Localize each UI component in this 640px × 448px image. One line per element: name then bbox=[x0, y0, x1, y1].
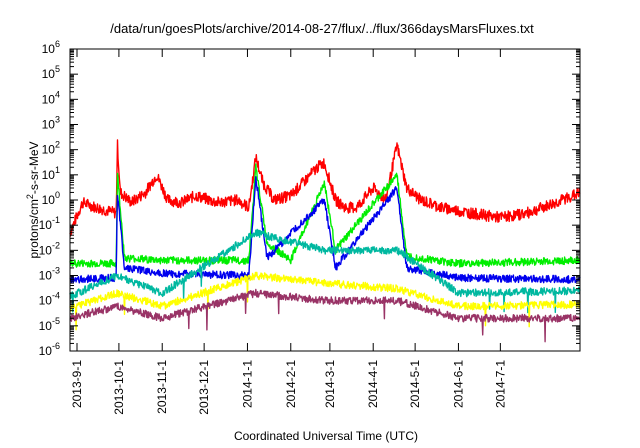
y-tick-label: 103 bbox=[42, 115, 60, 132]
x-tick-label: 2014-2-1 bbox=[284, 360, 298, 408]
x-axis: 2013-9-1 2013-10-1 2013-11-1 2013-12-1 2014-… bbox=[70, 49, 507, 415]
y-tick-label: 102 bbox=[42, 140, 60, 157]
x-axis-label: Coordinated Universal Time (UTC) bbox=[234, 429, 418, 443]
y-axis-label: protons/cm2-s-sr-MeV bbox=[25, 141, 41, 258]
x-tick-label: 2014-1-1 bbox=[240, 360, 254, 408]
y-tick-label: 10-3 bbox=[39, 266, 60, 283]
y-tick-label: 100 bbox=[42, 190, 60, 207]
flux-series-line bbox=[69, 288, 581, 343]
x-tick-label: 2013-11-1 bbox=[155, 360, 169, 414]
y-tick-label: 10-5 bbox=[39, 316, 60, 333]
x-tick-label: 2014-5-1 bbox=[408, 360, 422, 408]
flux-series-line bbox=[69, 139, 581, 237]
flux-series-line bbox=[69, 271, 581, 331]
x-tick-label: 2013-12-1 bbox=[197, 360, 211, 415]
flux-series-line bbox=[69, 176, 581, 284]
y-tick-label: 106 bbox=[42, 39, 60, 56]
flux-series-line bbox=[69, 228, 581, 314]
x-tick-label: 2014-6-1 bbox=[451, 360, 465, 408]
x-tick-label: 2013-9-1 bbox=[70, 360, 84, 408]
y-tick-label: 101 bbox=[42, 165, 60, 182]
series-layer bbox=[69, 139, 581, 343]
y-tick-label: 105 bbox=[42, 64, 60, 81]
x-tick-label: 2014-7-1 bbox=[493, 360, 507, 408]
x-tick-label: 2014-3-1 bbox=[323, 360, 337, 408]
y-axis: 10-6 10-5 10-4 10-3 10-2 10-1 100 101 102 103 104 1… bbox=[39, 39, 580, 358]
y-tick-label: 104 bbox=[42, 89, 60, 106]
x-tick-label: 2014-4-1 bbox=[366, 360, 380, 408]
chart-title: /data/run/goesPlots/archive/2014-08-27/f… bbox=[110, 21, 534, 36]
x-tick-label: 2013-10-1 bbox=[112, 360, 126, 415]
y-tick-label: 10-2 bbox=[39, 240, 60, 257]
flux-series-line bbox=[69, 163, 581, 268]
y-tick-label: 10-6 bbox=[39, 341, 60, 358]
y-tick-label: 10-4 bbox=[39, 291, 60, 308]
y-tick-label: 10-1 bbox=[39, 215, 60, 232]
